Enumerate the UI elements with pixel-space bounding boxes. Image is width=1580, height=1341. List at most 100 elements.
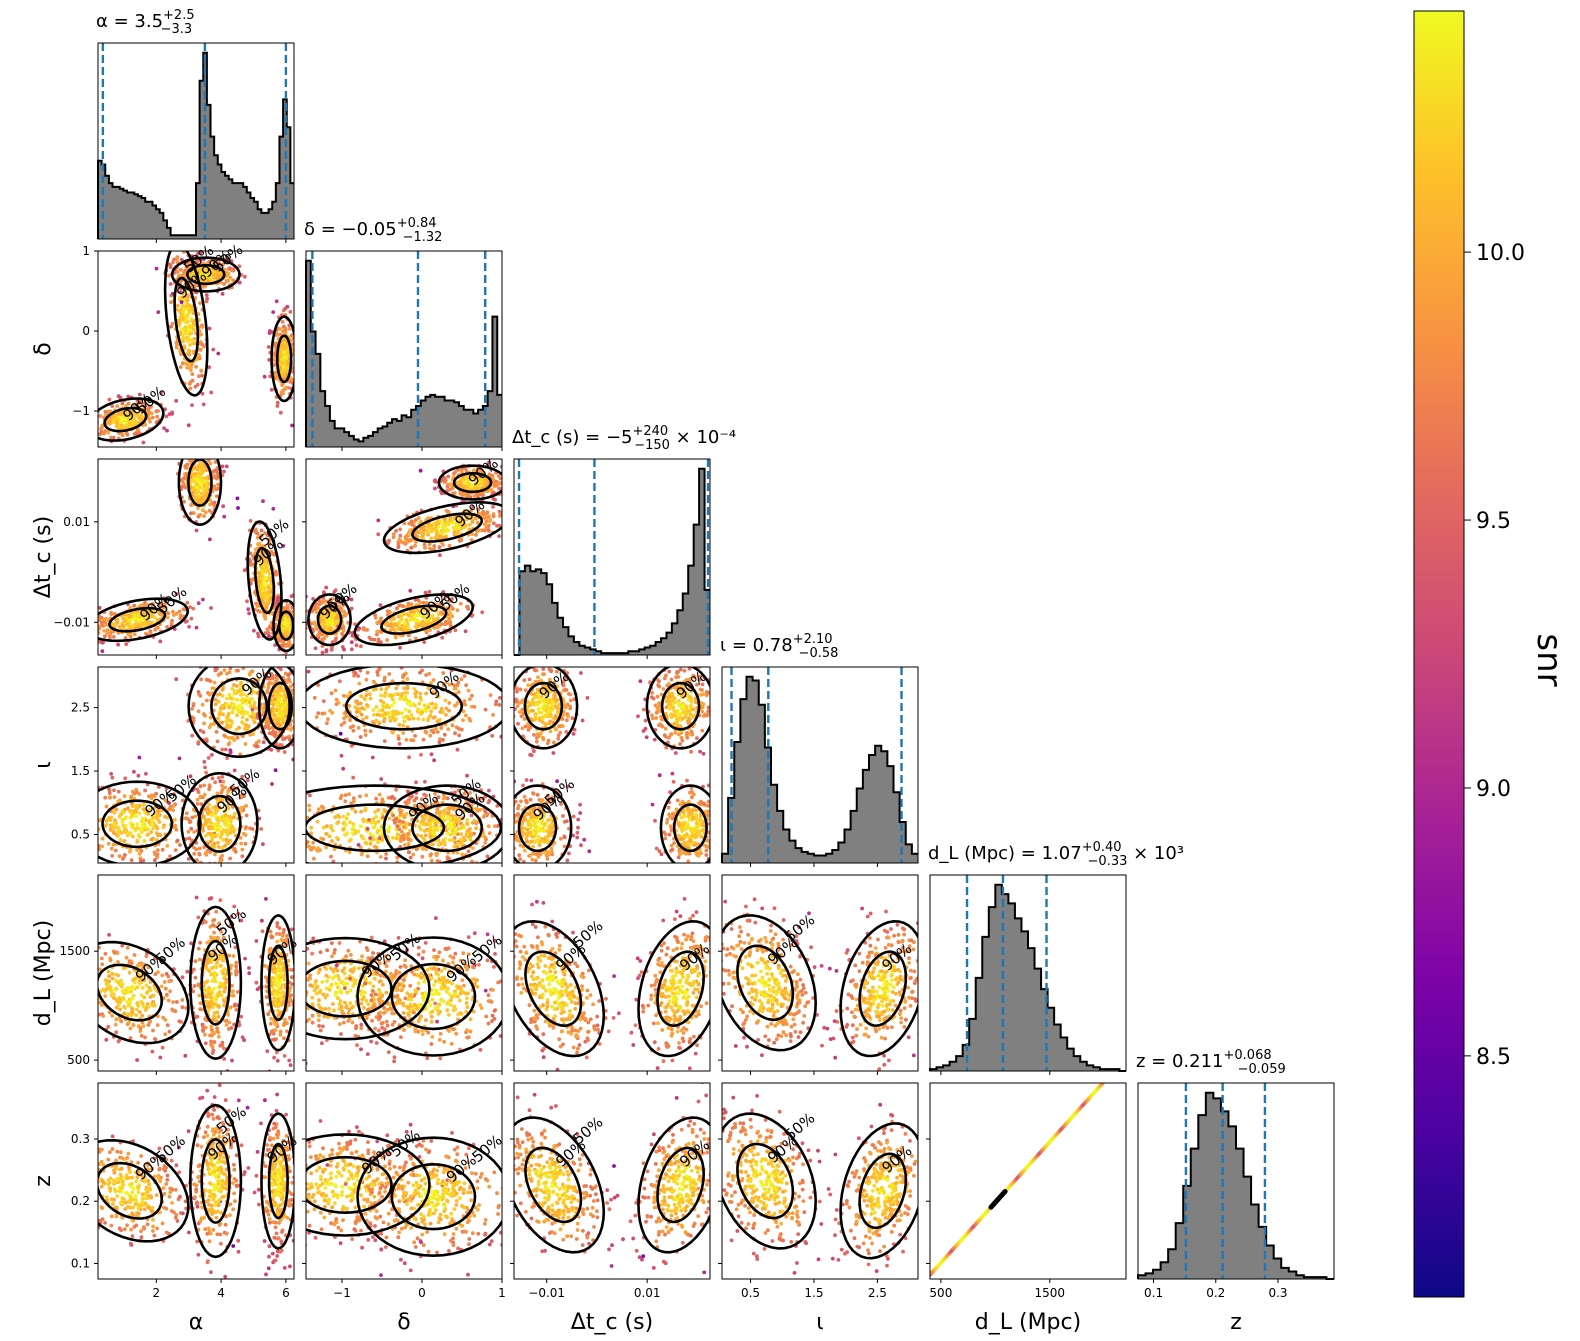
contour-50%-delta-iota (306, 667, 502, 750)
contour-90%-delta-delta_tc (452, 472, 493, 494)
contour-50%-alpha-delta_tc (98, 597, 190, 643)
x-tick-label: 4 (217, 1286, 225, 1300)
panel-redshift-redshift (1137, 1082, 1335, 1280)
histogram-delta (306, 260, 502, 447)
contour-90%-alpha-delta_tc (277, 610, 294, 641)
y-tick-label: 0.5 (71, 827, 90, 841)
contour-50%-alpha-delta (170, 256, 241, 293)
colorbar: snr 8.5 9.0 9.5 10.0 (1413, 10, 1569, 1298)
histogram-outline-delta (305, 259, 502, 447)
contour-50%-alpha-redshift (188, 1103, 243, 1259)
contour-90%-alpha-delta (173, 276, 200, 363)
contour-90%-iota-redshift (858, 1152, 908, 1230)
contour-90%-alpha-distance (200, 939, 231, 1026)
panel-alpha-redshift (97, 1082, 295, 1280)
panel-alpha-alpha (97, 42, 295, 240)
contour-50%-delta_tc-distance (514, 919, 606, 1058)
contour-90%-delta_tc-redshift (524, 1146, 583, 1224)
x-tick-label: 1500 (1035, 1286, 1066, 1300)
colorbar-tick-label: 9.0 (1476, 777, 1511, 802)
contour-90%-alpha-iota (101, 799, 174, 849)
contour-90%-alpha-distance (267, 944, 289, 1022)
contour-50%-delta-redshift (356, 1136, 502, 1258)
panel-delta_tc-redshift (513, 1082, 711, 1280)
titles-layer: α = 3.5+2.5 −3.3 δ = −0.05+0.84 −1.32 Δt_c (… (96, 8, 1286, 1077)
scatter-delta_tc-distance (514, 897, 710, 1071)
contour-90%-alpha-delta (185, 264, 226, 286)
x-axis-label-alpha: α (189, 1310, 204, 1335)
x-tick-label: 2 (152, 1286, 160, 1300)
contour-50%-alpha-iota (187, 667, 292, 759)
x-tick-label: 0.1 (1144, 1286, 1163, 1300)
contour-50%-delta-delta_tc (382, 500, 502, 555)
contour-50%-alpha-distance (98, 940, 190, 1045)
contour-90%-alpha-delta_tc (253, 546, 276, 615)
y-axis-label-iota: ι (31, 761, 56, 768)
contour-90%-delta-redshift (390, 1162, 477, 1231)
contour-50%-alpha-distance (188, 905, 243, 1061)
contour-90%-alpha-distance (98, 963, 164, 1022)
panel-delta-delta (305, 250, 503, 448)
contour-90%-iota-distance (736, 944, 795, 1022)
histogram-delta_tc (514, 468, 710, 655)
panel-delta_tc-distance (513, 874, 711, 1072)
histogram-outline-redshift (1137, 1091, 1334, 1280)
y-tick-label: −1 (72, 404, 90, 418)
contour-50%-delta-distance (356, 936, 502, 1057)
panel-alpha-delta (97, 250, 295, 448)
scatter-alpha-distance (98, 895, 294, 1071)
x-axis-label-redshift: z (1230, 1310, 1242, 1335)
y-tick-label: 1 (82, 244, 90, 258)
contour-90%-alpha-iota (267, 681, 294, 731)
contour-90%-alpha-delta_tc (187, 459, 213, 507)
title-alpha: α = 3.5+2.5 −3.3 (96, 8, 195, 37)
contour-90%-delta-iota (411, 803, 484, 853)
contour-90%-alpha-delta (276, 334, 293, 384)
y-axis-label-distance: d_L (Mpc) (31, 920, 56, 1026)
x-tick-label: 1 (498, 1286, 506, 1300)
histogram-iota (722, 676, 918, 863)
scatter-distance-redshift (930, 1083, 1106, 1277)
contour-90%-iota-distance (858, 950, 908, 1028)
contour-50%-alpha-distance (260, 914, 294, 1052)
contour-90%-alpha-redshift (98, 1161, 164, 1220)
histogram-outline-alpha (97, 51, 294, 239)
contour-core-distance-redshift (988, 1188, 1008, 1210)
panel-delta-redshift (305, 1082, 503, 1280)
panel-delta-delta_tc (305, 458, 503, 656)
contour-50%-iota-distance (839, 919, 918, 1058)
y-axis-label-delta_tc: Δt_c (s) (31, 516, 56, 598)
y-tick-label: 500 (67, 1053, 90, 1067)
scatter-delta-distance (306, 916, 502, 1066)
panel-iota-iota (721, 666, 919, 864)
contour-50%-delta-iota (306, 784, 502, 863)
contour-90%-delta-redshift (306, 1155, 393, 1215)
contour-90%-alpha-redshift (200, 1138, 231, 1224)
x-axis-label-delta_tc: Δt_c (s) (571, 1310, 653, 1335)
contour-50%-iota-redshift (839, 1122, 918, 1260)
histogram-alpha (98, 52, 294, 239)
ticks-layer: 2 4 6 α −1 0 1 δ −0.01 0.01 Δt_c (s) 0.5 1.5 2.5 ι 500 1… (31, 239, 1288, 1335)
contour-50%-delta-distance (306, 936, 431, 1041)
scatter-iota-distance (722, 897, 918, 1071)
colorbar-label: snr (1529, 633, 1569, 686)
contour-50%-delta_tc-iota (514, 667, 579, 750)
panel-delta-distance (305, 874, 503, 1072)
x-tick-label: −1 (333, 1286, 351, 1300)
histogram-outline-delta_tc (514, 467, 710, 656)
contour-50%-alpha-iota (257, 667, 294, 750)
y-tick-label: 0.2 (71, 1194, 90, 1208)
contour-50%-alpha-redshift (260, 1112, 294, 1250)
y-axis-label-delta: δ (31, 342, 56, 355)
panel-distance-distance (929, 874, 1127, 1072)
contour-90%-delta_tc-iota (672, 803, 708, 853)
contour-90%-delta_tc-distance (524, 950, 583, 1028)
contour-50%-alpha-delta_tc (272, 598, 294, 653)
panel-distance-redshift (929, 1082, 1127, 1280)
contour-50%-delta_tc-iota (659, 784, 710, 863)
contour-50%-alpha-delta (98, 397, 165, 442)
panel-delta_tc-iota (513, 666, 711, 864)
contour-50%-alpha-delta_tc (177, 459, 223, 527)
contour-90%-delta-iota (344, 681, 464, 731)
colorbar-tick-label: 9.5 (1476, 509, 1511, 534)
